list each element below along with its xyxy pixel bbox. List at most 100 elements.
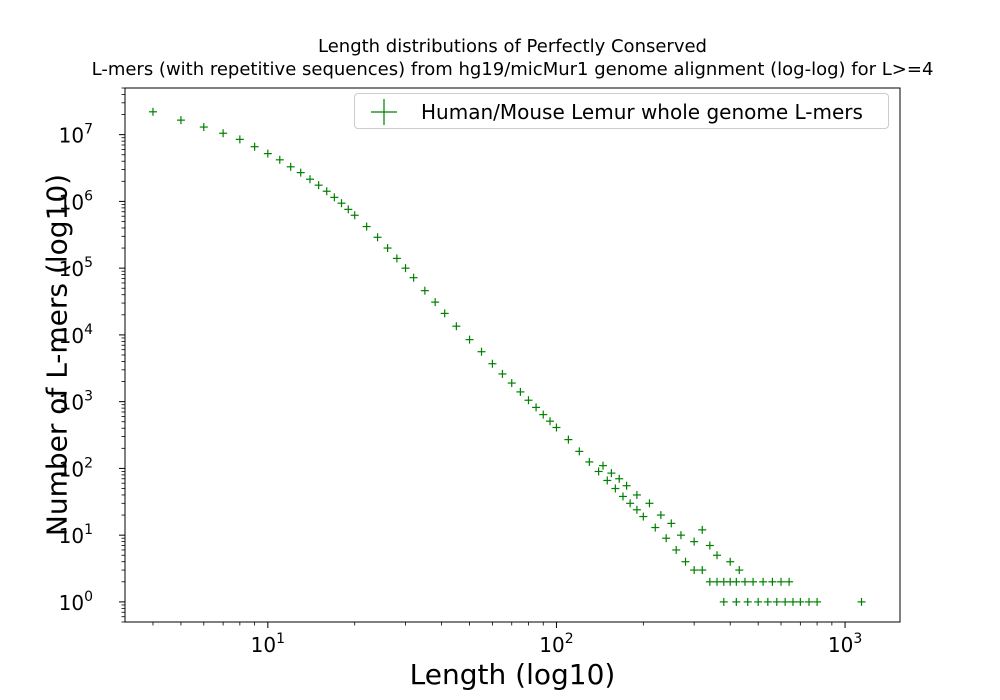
y-tick-label: 104	[59, 322, 93, 348]
data-point	[705, 577, 714, 586]
plus-marker-icon	[371, 99, 397, 125]
data-point	[768, 577, 777, 586]
data-point	[662, 534, 671, 543]
data-point	[420, 286, 429, 295]
data-point	[199, 123, 208, 132]
data-point	[330, 193, 339, 202]
data-point	[564, 435, 573, 444]
data-point	[788, 597, 797, 606]
data-point	[607, 469, 616, 478]
data-point	[465, 335, 474, 344]
data-point	[585, 457, 594, 466]
data-point	[250, 142, 259, 151]
data-point	[611, 484, 620, 493]
data-point	[632, 490, 641, 499]
legend: Human/Mouse Lemur whole genome L-mers	[354, 93, 889, 129]
data-point	[552, 423, 561, 432]
data-point	[749, 577, 758, 586]
data-point	[235, 135, 244, 144]
data-point	[546, 417, 555, 426]
data-point	[698, 525, 707, 534]
data-point	[594, 467, 603, 476]
data-point	[286, 162, 295, 171]
data-point	[676, 531, 685, 540]
data-point	[575, 447, 584, 456]
data-point	[785, 577, 794, 586]
data-point	[777, 577, 786, 586]
data-point	[219, 129, 228, 138]
data-points	[148, 107, 866, 606]
data-point	[148, 107, 157, 116]
data-point	[431, 298, 440, 307]
data-point	[781, 597, 790, 606]
data-point	[409, 273, 418, 282]
data-point	[732, 577, 741, 586]
y-tick-label: 106	[59, 188, 93, 214]
data-point	[719, 597, 728, 606]
chart-title-line-1: Length distributions of Perfectly Conser…	[318, 36, 707, 57]
x-tick-label: 101	[251, 631, 285, 657]
data-point	[516, 387, 525, 396]
data-point	[651, 523, 660, 532]
data-point	[305, 175, 314, 184]
x-axis-label: Length (log10)	[409, 658, 616, 691]
data-point	[735, 566, 744, 575]
data-point	[690, 566, 699, 575]
data-point	[805, 597, 814, 606]
data-point	[507, 379, 516, 388]
data-point	[314, 181, 323, 190]
data-point	[763, 597, 772, 606]
data-point	[743, 597, 752, 606]
data-point	[622, 481, 631, 490]
chart-title-line-2: L-mers (with repetitive sequences) from …	[91, 59, 934, 80]
y-axis-label: Number of L-mers (log10)	[40, 173, 74, 537]
data-point	[401, 264, 410, 273]
data-point	[383, 244, 392, 253]
data-point	[263, 149, 272, 158]
data-point	[488, 359, 497, 368]
data-point	[524, 396, 533, 405]
axis-ticks: 101 102 103 100 101 102 103 104 105 106 107	[59, 87, 862, 657]
data-point	[639, 512, 648, 521]
y-tick-label: 103	[59, 389, 93, 415]
data-point	[681, 557, 690, 566]
data-point	[373, 233, 382, 242]
data-point	[618, 492, 627, 501]
data-point	[732, 597, 741, 606]
data-point	[532, 403, 541, 412]
data-point	[705, 541, 714, 550]
data-point	[603, 476, 612, 485]
data-point	[392, 254, 401, 263]
data-point	[440, 309, 449, 318]
data-point	[857, 597, 866, 606]
y-tick-label: 100	[59, 589, 93, 615]
data-point	[796, 597, 805, 606]
data-point	[350, 211, 359, 220]
data-point	[772, 597, 781, 606]
y-tick-label: 105	[59, 255, 93, 281]
data-point	[452, 322, 461, 331]
plot-frame	[124, 87, 901, 623]
data-point	[362, 222, 371, 231]
data-point	[322, 187, 331, 196]
data-point	[599, 461, 608, 470]
data-point	[759, 577, 768, 586]
data-point	[672, 545, 681, 554]
data-point	[656, 511, 665, 520]
data-point	[626, 499, 635, 508]
data-point	[498, 369, 507, 378]
data-point	[713, 577, 722, 586]
data-point	[337, 199, 346, 208]
data-point	[176, 116, 185, 125]
data-point	[667, 519, 676, 528]
data-point	[296, 168, 305, 177]
data-point	[539, 410, 548, 419]
data-point	[713, 551, 722, 560]
data-point	[344, 205, 353, 214]
x-tick-label: 103	[828, 631, 862, 657]
data-point	[813, 597, 822, 606]
x-tick-label: 102	[539, 631, 573, 657]
data-point	[477, 347, 486, 356]
data-point	[698, 566, 707, 575]
